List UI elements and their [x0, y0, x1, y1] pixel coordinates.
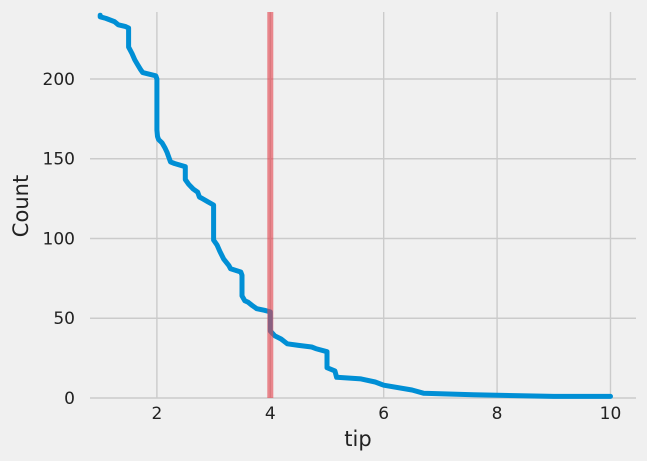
x-tick-label: 6 [378, 404, 389, 424]
x-axis-label: tip [344, 427, 371, 451]
x-tick-label: 4 [265, 404, 276, 424]
series-layer [97, 12, 613, 399]
y-tick-label: 50 [53, 309, 75, 329]
y-tick-label: 150 [43, 150, 75, 170]
y-tick-label: 0 [64, 389, 75, 409]
x-tick-label: 2 [151, 404, 162, 424]
y-tick-label: 100 [43, 229, 75, 249]
y-axis-label: Count [9, 175, 33, 237]
x-tick-label: 8 [492, 404, 503, 424]
y-tick-label: 200 [43, 70, 75, 90]
x-tick-label: 10 [600, 404, 622, 424]
count-line [97, 12, 613, 399]
